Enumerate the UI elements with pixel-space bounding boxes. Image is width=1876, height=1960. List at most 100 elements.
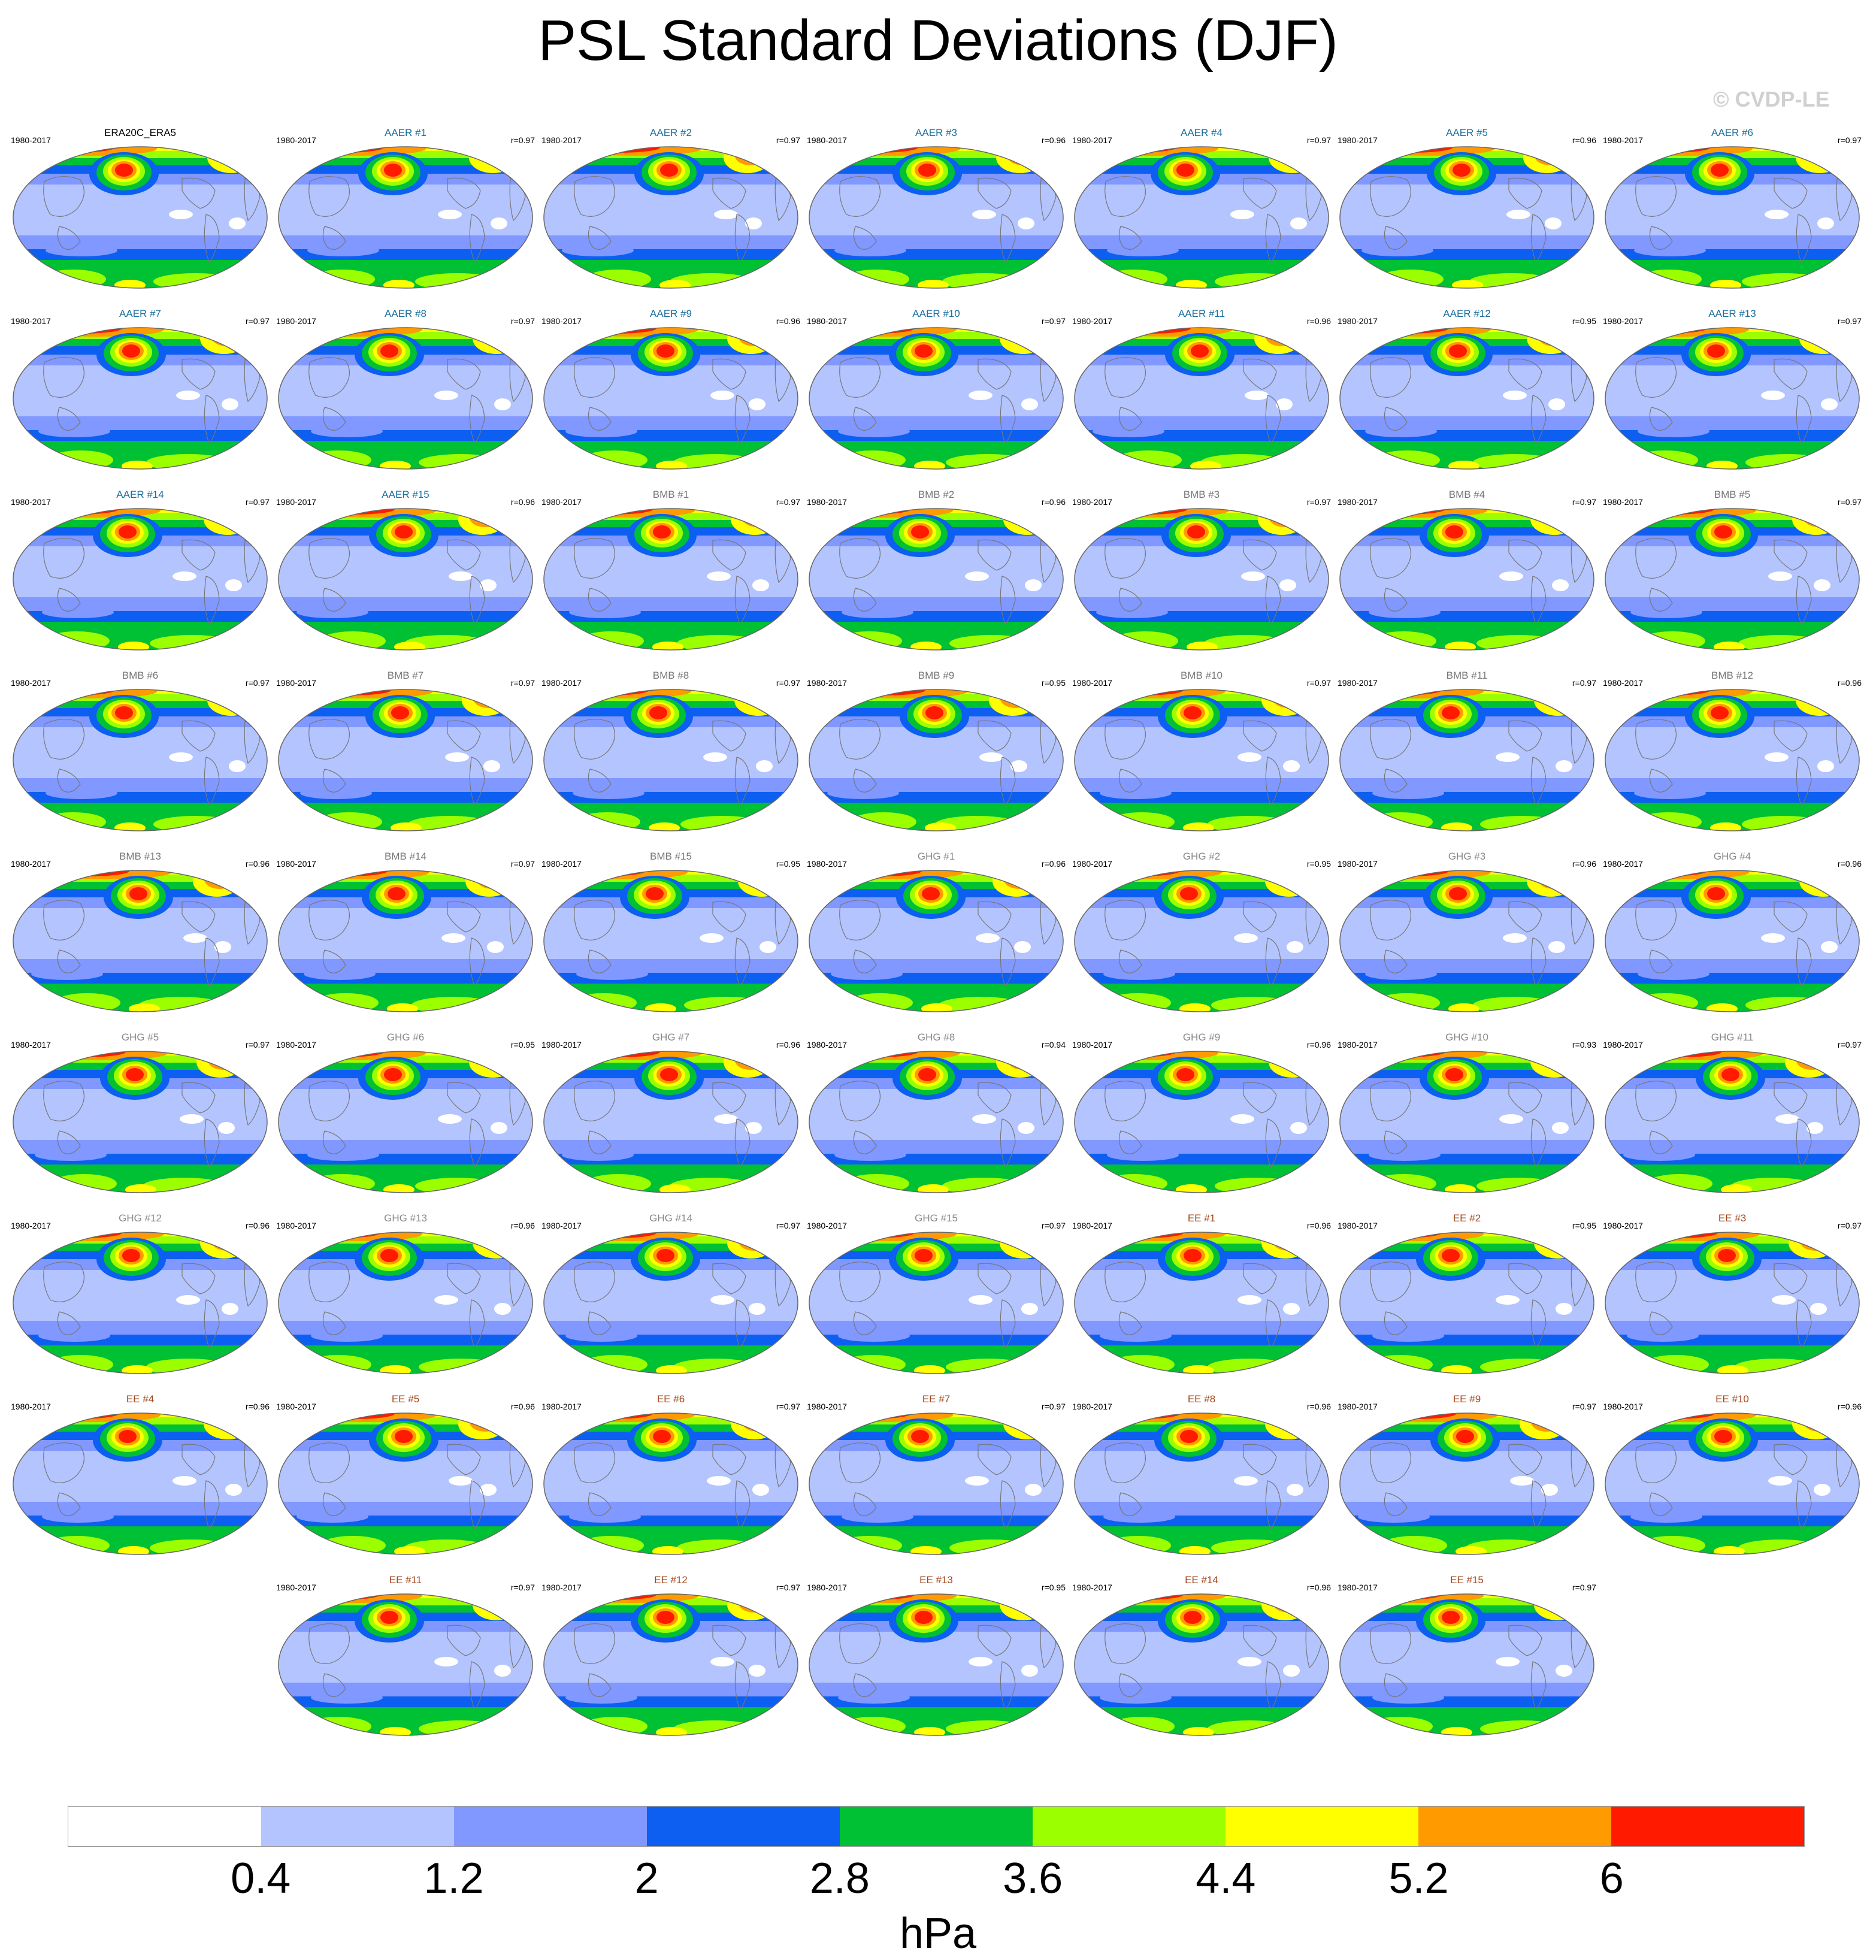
psl-map: [543, 689, 798, 831]
panel-title: AAER #3: [915, 127, 957, 138]
panel-title: BMB #2: [918, 489, 955, 500]
map-panel: 1980-2017 BMB #2 r=0.96: [804, 486, 1068, 660]
panel-title: AAER #10: [912, 308, 960, 319]
panel-period: 1980-2017: [276, 316, 316, 326]
panel-period: 1980-2017: [1072, 678, 1112, 688]
map-panel: 1980-2017 BMB #9 r=0.95: [804, 667, 1068, 841]
psl-map: [278, 146, 533, 289]
panel-title: EE #9: [1453, 1393, 1481, 1405]
panel-title: AAER #7: [119, 308, 161, 319]
colorbar-segment: [68, 1807, 261, 1846]
panel-correlation: r=0.96: [776, 316, 800, 326]
panel-title: EE #5: [391, 1393, 420, 1405]
panel-correlation: r=0.96: [1306, 1040, 1331, 1049]
panel-correlation: r=0.97: [776, 678, 800, 688]
panel-title: EE #2: [1453, 1212, 1481, 1224]
colorbar-tick-label: 2: [634, 1855, 659, 1902]
panel-title: GHG #14: [649, 1212, 692, 1224]
map-panel: 1980-2017 AAER #14 r=0.97: [8, 486, 272, 660]
colorbar-segment: [647, 1807, 840, 1846]
map-panel: 1980-2017 GHG #5 r=0.97: [8, 1029, 272, 1203]
panel-correlation: r=0.93: [1572, 1040, 1596, 1049]
panel-correlation: r=0.97: [245, 1040, 270, 1049]
panel-title: GHG #2: [1182, 851, 1221, 862]
panel-period: 1980-2017: [807, 316, 847, 326]
colorbar-segment: [1226, 1807, 1418, 1846]
map-panel: 1980-2017 BMB #15 r=0.95: [539, 848, 803, 1022]
psl-map: [809, 1232, 1064, 1374]
psl-map: [809, 146, 1064, 289]
panel-correlation: r=0.97: [245, 678, 270, 688]
psl-map: [1074, 146, 1329, 289]
colorbar-segment: [1033, 1807, 1226, 1846]
map-panel: 1980-2017 EE #13 r=0.95: [804, 1572, 1068, 1746]
panel-title: GHG #5: [121, 1032, 159, 1043]
map-panel: 1980-2017 EE #9 r=0.97: [1335, 1391, 1599, 1565]
panel-period: 1980-2017: [541, 1221, 582, 1230]
map-panel: 1980-2017 BMB #10 r=0.97: [1070, 667, 1333, 841]
panel-title: BMB #11: [1446, 670, 1488, 681]
colorbar-tick-label: 4.4: [1196, 1855, 1256, 1902]
panel-title: BMB #4: [1448, 489, 1485, 500]
psl-map: [809, 1412, 1064, 1555]
panel-title: AAER #13: [1708, 308, 1756, 319]
panel-correlation: r=0.97: [776, 135, 800, 145]
panel-correlation: r=0.97: [1572, 678, 1596, 688]
psl-map: [278, 327, 533, 470]
panel-period: 1980-2017: [541, 316, 582, 326]
panel-period: 1980-2017: [276, 1221, 316, 1230]
map-panel: 1980-2017 GHG #6 r=0.95: [274, 1029, 537, 1203]
map-panel: 1980-2017 BMB #4 r=0.97: [1335, 486, 1599, 660]
panel-period: 1980-2017: [807, 135, 847, 145]
panel-period: 1980-2017: [1338, 135, 1378, 145]
psl-map: [1074, 1232, 1329, 1374]
panel-correlation: r=0.97: [776, 497, 800, 507]
panel-title: GHG #13: [384, 1212, 427, 1224]
panel-correlation: r=0.96: [510, 497, 535, 507]
panel-period: 1980-2017: [276, 497, 316, 507]
panel-period: 1980-2017: [276, 859, 316, 869]
panel-correlation: r=0.96: [1837, 859, 1862, 869]
panel-period: 1980-2017: [807, 1583, 847, 1592]
psl-map: [543, 1051, 798, 1193]
panel-period: 1980-2017: [541, 859, 582, 869]
panel-title: AAER #12: [1443, 308, 1491, 319]
psl-map: [1605, 146, 1860, 289]
psl-map: [1074, 1412, 1329, 1555]
panel-title: EE #8: [1187, 1393, 1216, 1405]
panel-correlation: r=0.96: [245, 1402, 270, 1411]
panel-correlation: r=0.97: [510, 859, 535, 869]
panel-period: 1980-2017: [11, 678, 51, 688]
psl-map: [1074, 1051, 1329, 1193]
psl-map: [809, 508, 1064, 651]
panel-correlation: r=0.97: [1041, 316, 1066, 326]
watermark: © CVDP-LE: [1713, 87, 1830, 111]
psl-map: [809, 689, 1064, 831]
panel-period: 1980-2017: [541, 497, 582, 507]
panel-period: 1980-2017: [11, 135, 51, 145]
panel-correlation: r=0.97: [245, 316, 270, 326]
colorbar-tick-label: 3.6: [1003, 1855, 1063, 1902]
panel-title: GHG #3: [1448, 851, 1486, 862]
panel-title: EE #7: [922, 1393, 951, 1405]
panel-period: 1980-2017: [1603, 135, 1643, 145]
panel-title: BMB #14: [385, 851, 426, 862]
panel-title: AAER #8: [385, 308, 426, 319]
panel-title: BMB #7: [387, 670, 424, 681]
colorbar-segment: [840, 1807, 1033, 1846]
panel-period: 1980-2017: [1338, 859, 1378, 869]
panel-title: EE #15: [1450, 1574, 1484, 1586]
panel-correlation: r=0.97: [1572, 497, 1596, 507]
psl-map: [13, 327, 268, 470]
panel-correlation: r=0.97: [1041, 1221, 1066, 1230]
panel-period: 1980-2017: [541, 1402, 582, 1411]
panel-period: 1980-2017: [11, 859, 51, 869]
panel-correlation: r=0.97: [1837, 1040, 1862, 1049]
map-panel: 1980-2017 BMB #14 r=0.97: [274, 848, 537, 1022]
panel-correlation: r=0.96: [1041, 859, 1066, 869]
panel-title: AAER #1: [385, 127, 426, 138]
map-panel: 1980-2017 GHG #1 r=0.96: [804, 848, 1068, 1022]
panel-title: ERA20C_ERA5: [104, 127, 176, 138]
panel-correlation: r=0.97: [1837, 316, 1862, 326]
map-panel: 1980-2017 AAER #1 r=0.97: [274, 125, 537, 298]
